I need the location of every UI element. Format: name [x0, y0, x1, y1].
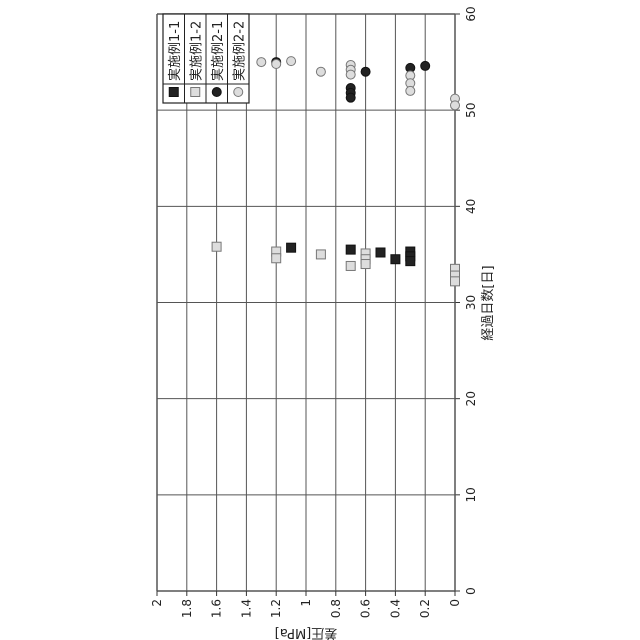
x-tick-label: 20 — [464, 391, 478, 406]
data-point — [257, 58, 266, 67]
legend-label: 実施例1-1 — [167, 21, 183, 81]
legend-marker — [234, 88, 243, 97]
data-point — [406, 257, 415, 266]
data-point — [287, 57, 296, 66]
scatter-chart: 0 10 20 30 40 50 60 0 0.2 0.4 0.6 0.8 1 1.2 1.4 1.6 1.8 2… — [0, 0, 640, 640]
y-tick-label: 0.8 — [329, 599, 343, 618]
x-tick-label: 30 — [464, 295, 478, 310]
x-tick-label: 50 — [464, 103, 478, 118]
data-point — [346, 245, 355, 254]
y-tick-label: 1.2 — [269, 599, 283, 618]
legend-label: 実施例2-1 — [210, 21, 226, 81]
y-tick-label: 0.4 — [388, 599, 402, 618]
legend: 実施例1-1 実施例1-2 実施例2-1 実施例2-2 — [163, 14, 249, 103]
legend-label: 実施例1-2 — [188, 21, 204, 81]
x-tick-label: 0 — [464, 587, 478, 595]
legend-marker — [169, 88, 178, 97]
data-point — [361, 67, 370, 76]
data-point — [391, 255, 400, 264]
y-tick-label: 1.8 — [180, 599, 194, 618]
data-point — [346, 70, 355, 79]
data-point — [376, 248, 385, 257]
y-axis-label: 差圧[MPa] — [275, 625, 338, 640]
data-point — [212, 242, 221, 251]
y-tick-label: 0.6 — [359, 599, 373, 618]
data-point — [272, 254, 281, 263]
x-tick-label: 10 — [464, 487, 478, 502]
y-tick-label: 0.2 — [418, 599, 432, 618]
data-point — [346, 261, 355, 270]
y-tick-label: 2 — [150, 599, 164, 607]
data-point — [272, 60, 281, 69]
legend-label: 実施例2-2 — [231, 21, 247, 81]
y-tick-label: 1.6 — [210, 599, 224, 618]
data-point — [361, 260, 370, 269]
data-point — [316, 67, 325, 76]
y-tick-label: 1 — [299, 599, 313, 607]
x-tick-label: 60 — [464, 6, 478, 21]
legend-marker — [191, 88, 200, 97]
data-point — [346, 93, 355, 102]
x-tick-label: 40 — [464, 199, 478, 214]
x-axis-label: 経過日数[日] — [481, 265, 496, 340]
y-tick-label: 1.4 — [239, 599, 253, 618]
data-point — [406, 86, 415, 95]
data-point — [287, 243, 296, 252]
y-tick-label: 0 — [448, 599, 462, 607]
legend-marker — [212, 88, 221, 97]
data-point — [451, 101, 460, 110]
data-point — [451, 277, 460, 286]
data-point — [316, 250, 325, 259]
data-point — [421, 61, 430, 70]
